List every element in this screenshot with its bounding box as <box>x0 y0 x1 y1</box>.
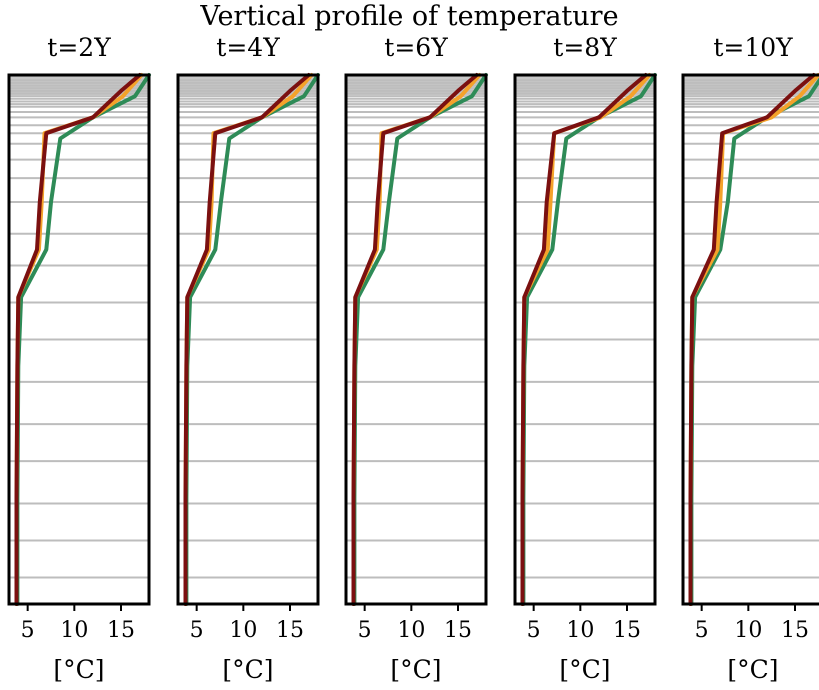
x-tick-label: 10 <box>734 618 762 643</box>
x-axis-label: [°C] <box>727 655 778 684</box>
panel-4: 5 10 15 t=8Y [°C] <box>513 33 657 684</box>
series-line-3 <box>14 73 142 606</box>
x-tick-label: 5 <box>358 618 372 643</box>
series-line-3 <box>183 73 311 606</box>
x-axis-label: [°C] <box>390 655 441 684</box>
x-tick-label: 15 <box>444 618 472 643</box>
x-axis-label: [°C] <box>559 655 610 684</box>
x-axis-label: [°C] <box>222 655 273 684</box>
x-tick-label: 15 <box>613 618 641 643</box>
x-tick-label: 15 <box>276 618 304 643</box>
x-tick-label: 10 <box>60 618 88 643</box>
x-tick-label: 15 <box>107 618 135 643</box>
panel-title: t=4Y <box>216 33 280 62</box>
panel-1: 5 10 15 t=2Y [°C] <box>7 33 151 684</box>
panel-title: t=8Y <box>553 33 617 62</box>
panel-title: t=6Y <box>384 33 448 62</box>
x-tick-label: 5 <box>21 618 35 643</box>
x-tick-label: 5 <box>190 618 204 643</box>
series-line-3 <box>688 73 816 606</box>
panel-3: 5 10 15 t=6Y [°C] <box>344 33 488 684</box>
x-tick-label: 10 <box>397 618 425 643</box>
panel-title: t=10Y <box>713 33 793 62</box>
figure-title: Vertical profile of temperature <box>200 1 619 32</box>
panel-frame <box>344 73 488 606</box>
panel-5: 5 10 15 t=10Y [°C] <box>681 33 819 684</box>
x-tick-label: 10 <box>566 618 594 643</box>
panel-frame <box>681 73 819 606</box>
panel-frame <box>176 73 320 606</box>
panel-frame <box>7 73 151 606</box>
x-tick-label: 5 <box>527 618 541 643</box>
x-tick-label: 10 <box>229 618 257 643</box>
x-tick-label: 15 <box>781 618 809 643</box>
panel-2: 5 10 15 t=4Y [°C] <box>176 33 320 684</box>
x-axis-label: [°C] <box>53 655 104 684</box>
series-line-3 <box>351 73 479 606</box>
panel-title: t=2Y <box>47 33 111 62</box>
x-tick-label: 5 <box>695 618 709 643</box>
panel-frame <box>513 73 657 606</box>
series-line-3 <box>520 73 648 606</box>
